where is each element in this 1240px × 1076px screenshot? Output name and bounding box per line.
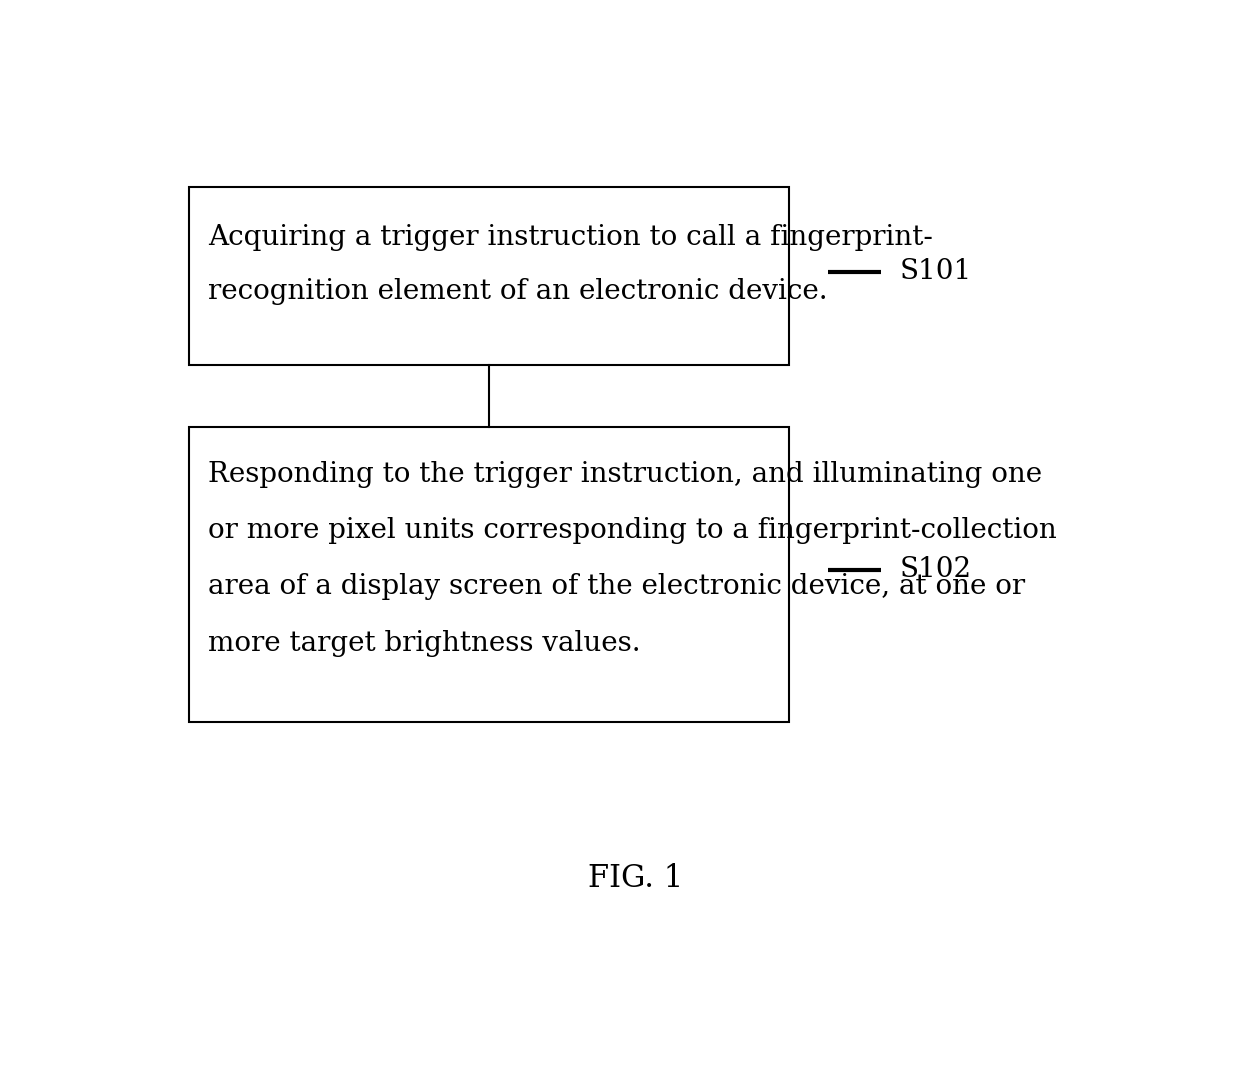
Text: Responding to the trigger instruction, and illuminating one: Responding to the trigger instruction, a…: [208, 461, 1042, 487]
FancyBboxPatch shape: [188, 427, 789, 722]
FancyBboxPatch shape: [188, 187, 789, 365]
Text: recognition element of an electronic device.: recognition element of an electronic dev…: [208, 279, 827, 306]
Text: or more pixel units corresponding to a fingerprint-collection: or more pixel units corresponding to a f…: [208, 516, 1056, 543]
Text: FIG. 1: FIG. 1: [588, 863, 683, 894]
Text: S101: S101: [900, 258, 972, 285]
Text: Acquiring a trigger instruction to call a fingerprint-: Acquiring a trigger instruction to call …: [208, 225, 932, 252]
Text: area of a display screen of the electronic device, at one or: area of a display screen of the electron…: [208, 574, 1025, 600]
Text: more target brightness values.: more target brightness values.: [208, 629, 641, 656]
Text: S102: S102: [900, 556, 972, 583]
